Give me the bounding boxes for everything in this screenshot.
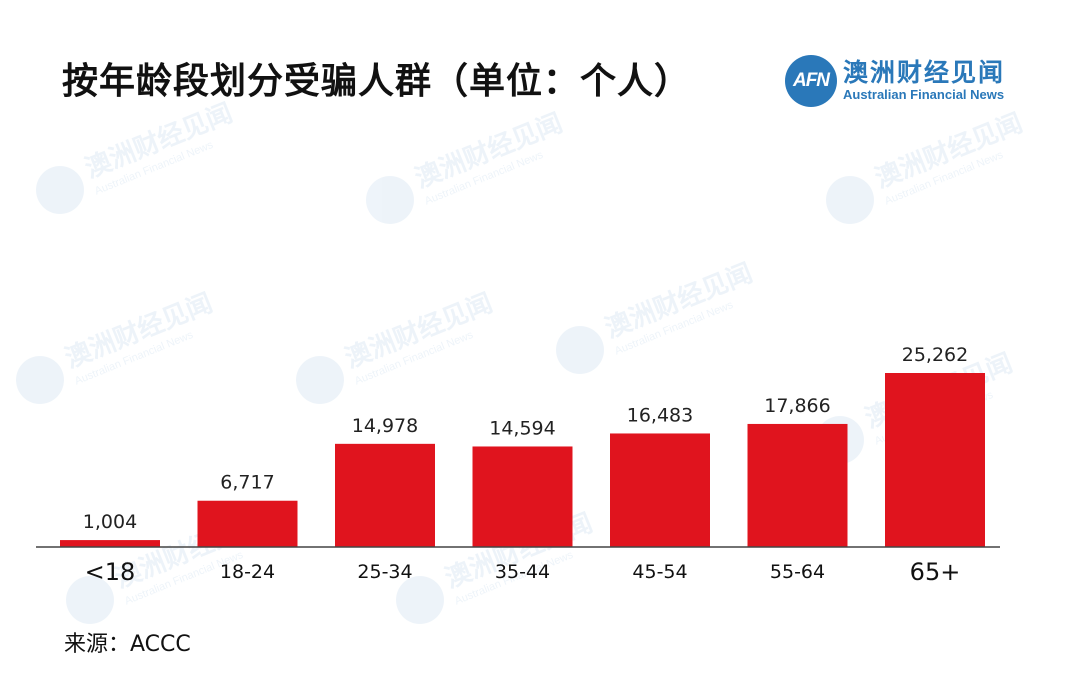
- watermark-logo-icon: [366, 176, 414, 224]
- logo-name-en: Australian Financial News: [843, 87, 1005, 102]
- category-label: 18-24: [220, 561, 275, 583]
- category-label: 35-44: [495, 561, 550, 583]
- value-label: 1,004: [83, 511, 137, 533]
- category-label: 25-34: [357, 561, 412, 583]
- bar: [472, 446, 573, 547]
- logo-name-cn: 澳洲财经见闻: [843, 58, 1006, 87]
- category-label: 45-54: [632, 561, 687, 583]
- watermark-logo-icon: [826, 176, 874, 224]
- value-label: 17,866: [764, 395, 830, 417]
- category-labels-group: <18 18-24 25-34 35-44 45-54 55-64 65+: [85, 558, 961, 586]
- afn-logo-icon: AFN: [785, 55, 837, 107]
- chart-title: 按年龄段划分受骗人群（单位：个人）: [62, 61, 692, 102]
- bar: [335, 443, 435, 547]
- source-note: 来源：ACCC: [64, 632, 191, 657]
- value-labels-group: 1,004 6,717 14,978 14,594 16,483 17,866 25,262: [83, 344, 968, 533]
- category-label: 65+: [910, 558, 961, 586]
- value-label: 25,262: [902, 344, 968, 366]
- bar: [197, 500, 298, 547]
- watermark-logo-icon: [296, 356, 344, 404]
- logo-text: 澳洲财经见闻 Australian Financial News: [843, 59, 1005, 103]
- bar: [747, 423, 848, 547]
- category-label: 55-64: [770, 561, 825, 583]
- category-label: <18: [85, 558, 136, 586]
- watermark-logo-icon: [396, 576, 444, 624]
- bar: [60, 540, 160, 547]
- value-label: 14,594: [489, 417, 555, 439]
- watermark-logo-icon: [556, 326, 604, 374]
- watermark-logo-icon: [15, 356, 64, 404]
- bar: [610, 433, 710, 547]
- value-label: 14,978: [352, 415, 418, 437]
- value-label: 16,483: [627, 404, 693, 426]
- watermark-logo-icon: [36, 166, 84, 214]
- bars-group: [60, 373, 985, 547]
- afn-logo: AFN 澳洲财经见闻 Australian Financial News: [785, 55, 1005, 107]
- value-label: 6,717: [220, 472, 274, 494]
- bar: [885, 373, 985, 547]
- watermark-logo-icon: [66, 576, 114, 624]
